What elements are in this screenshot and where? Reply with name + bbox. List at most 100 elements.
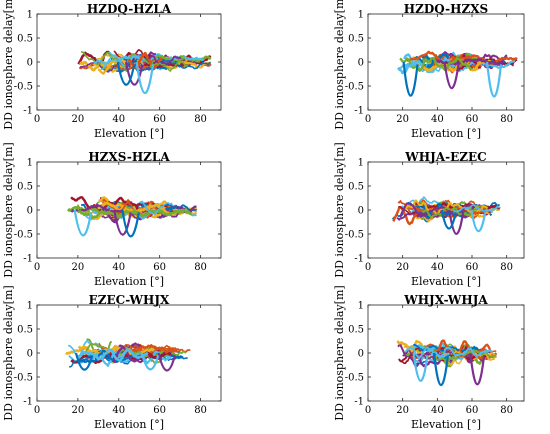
y-tick-label: -1: [354, 397, 364, 408]
series-line: [432, 352, 449, 387]
series-line: [116, 61, 136, 86]
series-line: [415, 59, 487, 72]
x-tick-label: 40: [431, 114, 444, 125]
x-tick-label: 0: [34, 262, 40, 273]
x-tick-label: 60: [153, 114, 166, 125]
x-tick-label: 20: [396, 405, 409, 416]
x-tick-label: 80: [194, 405, 207, 416]
y-tick-label: -0.5: [345, 82, 364, 93]
series-line: [97, 201, 181, 216]
series-line: [121, 209, 140, 238]
trace-field: [77, 49, 212, 95]
series-line: [452, 204, 501, 213]
x-tick-label: 80: [500, 405, 513, 416]
series-line: [433, 349, 497, 364]
series-line: [399, 56, 473, 72]
x-tick-label: 0: [365, 405, 371, 416]
series-line: [73, 209, 93, 237]
trace-field: [391, 196, 501, 235]
x-tick-label: 60: [466, 262, 479, 273]
panel-4: 0 20 40 60 80 1 0.5 0 -0.5 -1 WHJA-EZEC Elevation […: [333, 142, 525, 288]
series-line: [149, 60, 189, 72]
series-line: [406, 50, 518, 66]
series-line: [469, 352, 486, 386]
x-tick-label: 20: [396, 114, 409, 125]
y-tick-label: 0: [27, 58, 33, 69]
series-line: [77, 208, 192, 220]
series-line: [76, 348, 149, 362]
y-axis-label: DD ionosphere delay[m]: [2, 142, 15, 277]
y-tick-label: 0.5: [17, 182, 33, 193]
x-tick-label: 40: [431, 405, 444, 416]
chart-title: EZEC-WHJX: [89, 293, 170, 307]
x-tick-label: 80: [500, 262, 513, 273]
x-tick-label: 40: [112, 114, 125, 125]
series-line: [435, 58, 497, 66]
y-tick-label: 1: [27, 158, 33, 169]
series-line: [396, 60, 423, 75]
y-tick-label: 0.5: [17, 325, 33, 336]
panel-1: 0 20 40 60 80 1 0.5 0 -0.5 -1 HZDQ-HZLA Elevation […: [2, 0, 222, 140]
y-tick-label: 1: [358, 158, 364, 169]
series-line: [135, 61, 155, 95]
series-line: [470, 209, 487, 233]
chart-title: WHJA-EZEC: [404, 150, 486, 164]
trace-field: [396, 339, 498, 387]
series-line: [125, 344, 179, 354]
y-axis-label: DD ionosphere delay[m]: [2, 0, 15, 130]
y-tick-label: 0.5: [348, 182, 364, 193]
y-axis-label: DD ionosphere delay[m]: [333, 285, 346, 420]
y-tick-label: 1: [27, 10, 33, 21]
trace-field: [65, 338, 191, 372]
x-tick-label: 60: [466, 114, 479, 125]
panel-3: 0 20 40 60 80 1 0.5 0 -0.5 -1 HZXS-HZLA Elevation […: [2, 142, 222, 288]
series-line: [157, 352, 176, 372]
series-line: [79, 343, 106, 357]
series-line: [132, 61, 211, 72]
x-axis-label: Elevation [°]: [411, 418, 481, 431]
y-tick-label: 1: [358, 301, 364, 312]
panel-2: 0 20 40 60 80 1 0.5 0 -0.5 -1 HZDQ-HZXS Elevation […: [333, 0, 525, 140]
y-tick-label: 1: [27, 301, 33, 312]
series-line: [97, 60, 121, 75]
x-tick-label: 40: [112, 262, 125, 273]
x-tick-label: 20: [72, 405, 85, 416]
x-tick-label: 0: [365, 262, 371, 273]
x-tick-label: 20: [72, 114, 85, 125]
series-line: [443, 61, 460, 90]
x-axis-label: Elevation [°]: [411, 127, 481, 140]
series-line: [125, 61, 144, 86]
series-line: [77, 349, 133, 364]
y-tick-label: 0: [358, 58, 364, 69]
x-tick-label: 20: [72, 262, 85, 273]
chart-title: WHJX-WHJA: [403, 293, 488, 307]
series-line: [448, 209, 465, 235]
series-line: [68, 339, 105, 357]
x-tick-label: 40: [112, 405, 125, 416]
x-tick-label: 80: [194, 262, 207, 273]
y-tick-label: 1: [358, 10, 364, 21]
y-tick-label: 0: [358, 206, 364, 217]
y-tick-label: -1: [23, 254, 33, 265]
y-tick-label: 0.5: [17, 34, 33, 45]
x-tick-label: 0: [34, 405, 40, 416]
y-tick-label: -0.5: [14, 373, 33, 384]
x-axis-label: Elevation [°]: [94, 418, 164, 431]
x-axis-label: Elevation [°]: [411, 275, 481, 288]
x-axis-label: Elevation [°]: [94, 127, 164, 140]
series-line: [413, 343, 448, 352]
panel-6: 0 20 40 60 80 1 0.5 0 -0.5 -1 WHJX-WHJA Elevation […: [333, 285, 525, 431]
series-line: [399, 202, 475, 218]
series-line: [412, 352, 429, 382]
x-tick-label: 60: [153, 405, 166, 416]
x-tick-label: 80: [500, 114, 513, 125]
series-line: [74, 352, 94, 371]
y-axis-label: DD ionosphere delay[m]: [333, 142, 346, 277]
trace-field: [396, 50, 518, 98]
y-axis-label: DD ionosphere delay[m]: [333, 0, 346, 130]
chart-title: HZXS-HZLA: [88, 150, 170, 164]
y-tick-label: 0.5: [348, 34, 364, 45]
x-tick-label: 0: [365, 114, 371, 125]
x-tick-label: 80: [194, 114, 207, 125]
